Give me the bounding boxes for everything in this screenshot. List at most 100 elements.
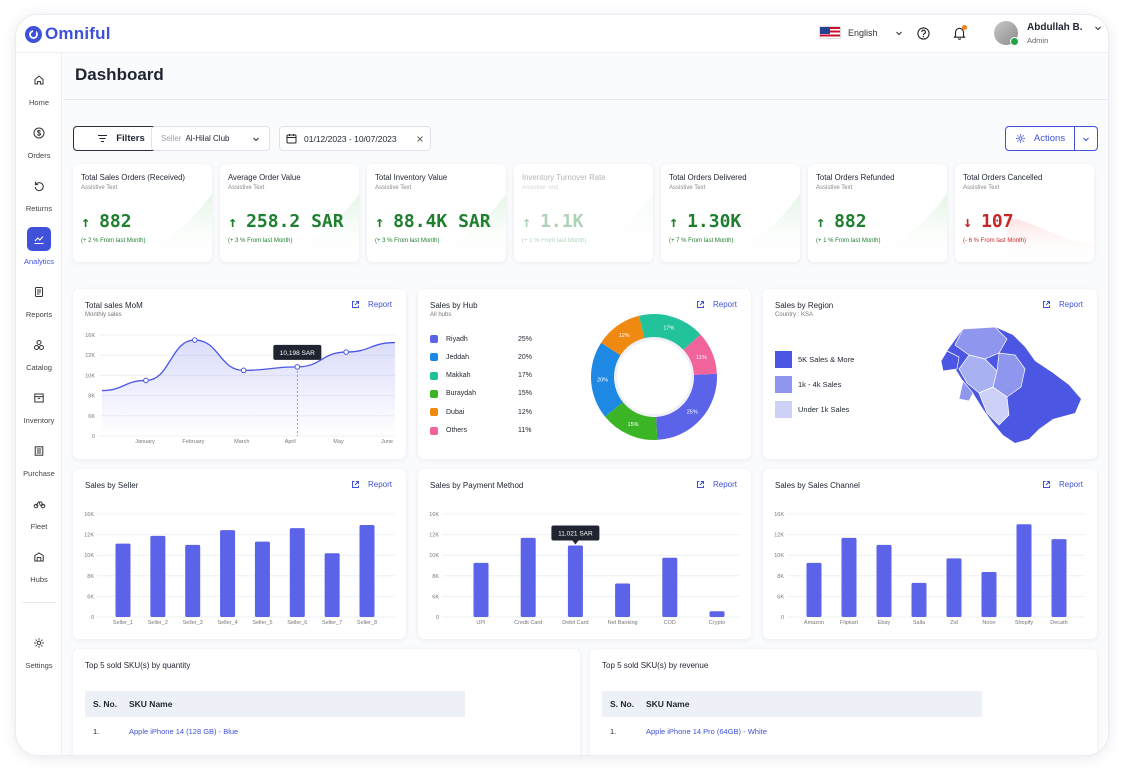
table-row[interactable]: 2. Apple iPhone 11 (64GB) - White xyxy=(85,745,465,756)
report-label: Report xyxy=(712,300,737,309)
stat-value: 882 xyxy=(834,211,867,232)
sidebar-item-hubs[interactable]: Hubs xyxy=(16,545,62,584)
stat-change: (+ 1 % From last Month) xyxy=(816,238,881,244)
sidebar-item-catalog[interactable]: Catalog xyxy=(16,333,62,372)
actions-dropdown[interactable] xyxy=(1075,135,1097,143)
line-point xyxy=(294,364,301,370)
report-label: Report xyxy=(367,300,392,309)
table-row[interactable]: 1. Apple iPhone 14 (128 GB) - Blue xyxy=(85,717,465,745)
stat-card[interactable]: Total Inventory Value Assistive Text ↑ 88.… xyxy=(367,164,506,262)
date-range-picker[interactable]: 01/12/2023 - 10/07/2023 xyxy=(279,126,431,151)
stat-value: 258.2 SAR xyxy=(246,211,344,232)
analytics-icon xyxy=(27,227,51,251)
clear-icon[interactable] xyxy=(416,135,424,143)
chevron-down-icon xyxy=(1094,26,1101,31)
dollar-icon xyxy=(27,121,51,145)
report-link[interactable]: Report xyxy=(1042,480,1083,489)
seller-caption: Seller xyxy=(161,134,182,143)
sidebar-item-label: Orders xyxy=(27,151,51,160)
sidebar-item-fleet[interactable]: Fleet xyxy=(16,492,62,531)
seller-select[interactable]: Seller Al-Hilal Club xyxy=(151,126,270,151)
bar xyxy=(567,545,583,617)
report-link[interactable]: Report xyxy=(351,300,392,309)
sidebar-item-purchase[interactable]: Purchase xyxy=(16,439,62,478)
report-link[interactable]: Report xyxy=(696,300,737,309)
legend-value: 12% xyxy=(518,408,533,416)
row-number: 1. xyxy=(610,726,617,736)
legend-label: Riyadh xyxy=(446,335,468,343)
external-link-icon xyxy=(1042,481,1050,488)
sidebar-item-inventory[interactable]: Inventory xyxy=(16,386,62,425)
card-subtitle: All hubs xyxy=(430,312,452,318)
map-region xyxy=(992,352,1026,398)
stat-subtitle: Assistive Text xyxy=(81,185,118,191)
report-label: Report xyxy=(712,480,737,489)
bar xyxy=(220,530,236,617)
stat-card[interactable]: Average Order Value Assistive Text ↑ 258.2… xyxy=(220,164,359,262)
x-tick-label: Seller_2 xyxy=(148,620,168,626)
stat-subtitle: Assistive Text xyxy=(816,185,853,191)
gear-icon xyxy=(27,631,51,655)
app-logo[interactable]: Omniful xyxy=(25,24,111,44)
y-tick-label: 10K xyxy=(774,553,784,559)
stat-value: 1.30K xyxy=(687,211,742,232)
y-tick-label: 10K xyxy=(429,553,439,559)
sku-quantity-table: S. No. SKU Name 1. Apple iPhone 14 (128 … xyxy=(85,691,465,755)
donut-slice xyxy=(605,402,658,440)
stat-card[interactable]: Total Sales Orders (Received) Assistive T… xyxy=(73,164,212,262)
stat-card[interactable]: Total Orders Refunded Assistive Text ↑ 882… xyxy=(808,164,947,262)
x-tick-label: Debit Card xyxy=(562,620,588,626)
report-link[interactable]: Report xyxy=(351,480,392,489)
sales-channel-card: Sales by Sales Channel Report 16K 12K 10K 8… xyxy=(763,469,1097,639)
user-menu[interactable]: Abdullah B. Admin xyxy=(994,21,1102,46)
y-tick-label: 6K xyxy=(777,594,784,600)
language-selector[interactable]: English xyxy=(819,26,903,39)
sidebar-item-reports[interactable]: Reports xyxy=(16,280,62,319)
actions-button[interactable]: Actions xyxy=(1005,126,1098,151)
sidebar-item-settings[interactable]: Settings xyxy=(16,631,62,670)
external-link-icon xyxy=(696,481,704,488)
notifications-button[interactable] xyxy=(950,24,968,42)
help-button[interactable] xyxy=(914,24,932,42)
x-tick-label: Decath xyxy=(1050,620,1067,626)
sidebar-item-analytics[interactable]: Analytics xyxy=(16,227,62,266)
sku-name-link[interactable]: Apple iPhone 14 (128 GB) - Blue xyxy=(129,726,239,736)
row-number: 1. xyxy=(93,726,100,736)
table-row[interactable]: 2. Apple iPhone 14 Pro (256GB) - White xyxy=(602,745,982,756)
return-icon xyxy=(27,174,51,198)
legend-swatch xyxy=(775,351,792,368)
y-tick-label: 0 xyxy=(92,434,95,440)
region-legend-item: Under 1k Sales xyxy=(775,401,849,418)
bar xyxy=(289,528,305,617)
arrow-up-icon: ↑ xyxy=(669,213,688,231)
user-role: Admin xyxy=(1027,35,1049,45)
stat-value: 1.1K xyxy=(540,211,584,232)
stat-card[interactable]: Total Orders Delivered Assistive Text ↑ 1.… xyxy=(661,164,800,262)
bar xyxy=(185,544,201,617)
sidebar-item-label: Reports xyxy=(25,310,53,319)
trend-sparkline xyxy=(566,194,653,262)
sku-name-link[interactable]: Apple iPhone 14 Pro (64GB) - White xyxy=(646,726,767,736)
sku-name-link[interactable]: Apple iPhone 11 (64GB) - White xyxy=(129,745,465,756)
legend-label: Dubai xyxy=(446,408,465,416)
row-number: 2. xyxy=(85,745,129,756)
card-title: Sales by Region xyxy=(775,301,834,310)
report-link[interactable]: Report xyxy=(1042,300,1083,309)
sidebar-item-returns[interactable]: Returns xyxy=(16,174,62,213)
help-icon xyxy=(916,26,930,40)
x-tick-label: Net Banking xyxy=(608,620,638,626)
sidebar-item-orders[interactable]: Orders xyxy=(16,121,62,160)
card-subtitle: Monthly sales xyxy=(85,312,122,318)
table-row[interactable]: 1. Apple iPhone 14 Pro (64GB) - White xyxy=(602,717,982,745)
legend-swatch xyxy=(430,389,438,398)
bar xyxy=(473,562,489,617)
tooltip-text: 10,198 SAR xyxy=(280,350,315,357)
y-tick-label: 8K xyxy=(87,574,94,580)
sidebar-item-home[interactable]: Home xyxy=(16,68,62,107)
actions-main[interactable]: Actions xyxy=(1006,127,1075,150)
stat-card[interactable]: Total Orders Cancelled Assistive Text ↓ 10… xyxy=(955,164,1094,262)
fleet-icon xyxy=(27,492,51,516)
report-link[interactable]: Report xyxy=(696,480,737,489)
sku-name-link[interactable]: Apple iPhone 14 Pro (256GB) - White xyxy=(646,745,982,756)
stat-card[interactable]: Inventory Turnover Rate Assistive Text ↑ 1… xyxy=(514,164,653,262)
